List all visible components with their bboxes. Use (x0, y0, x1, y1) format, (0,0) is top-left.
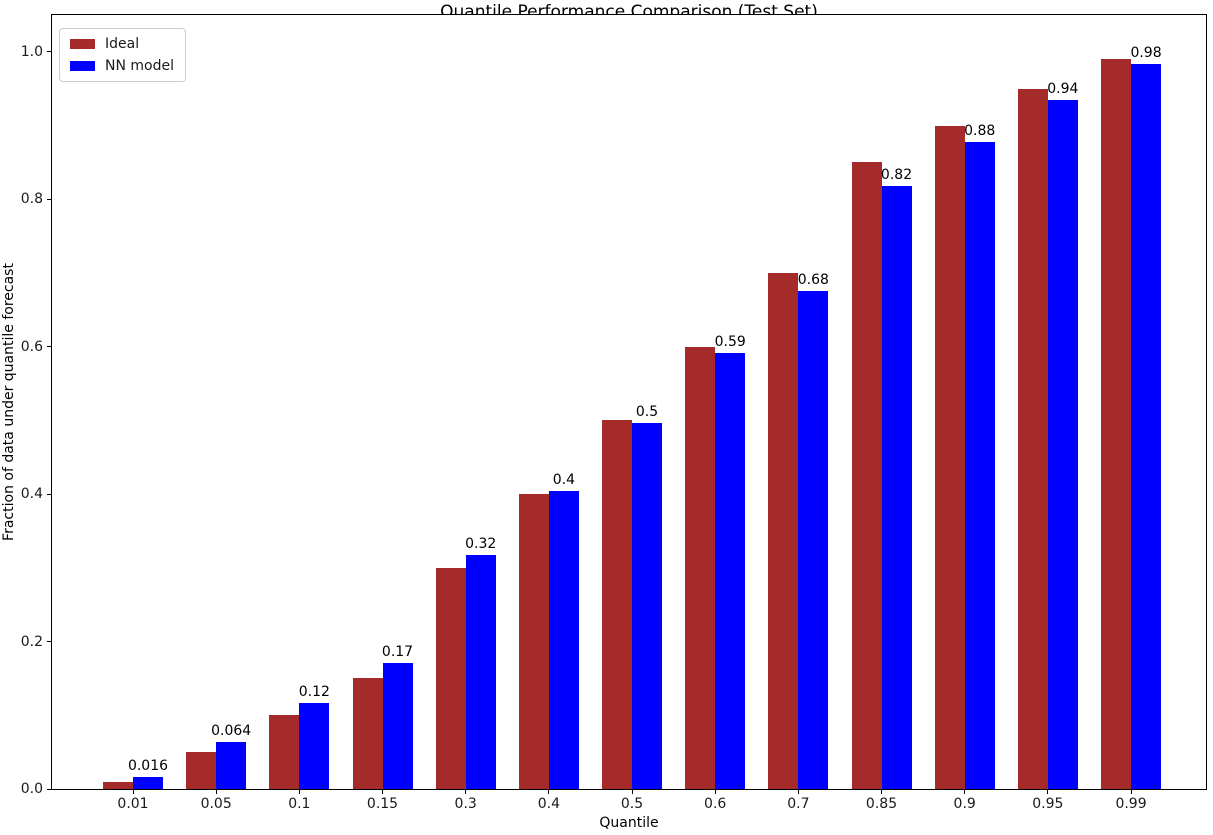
bar-nn-model-0.99 (1131, 64, 1162, 789)
bar-value-label-0.99: 0.98 (1130, 45, 1162, 62)
bar-nn-model-0.9 (964, 141, 995, 789)
x-tick-mark-0.15 (382, 790, 383, 794)
x-tick-label-0.9: 0.9 (953, 796, 976, 812)
y-tick-label-0.6: 0.6 (20, 338, 43, 355)
bar-value-label-0.5: 0.5 (635, 403, 659, 420)
bar-value-label-0.85: 0.82 (880, 167, 913, 183)
legend-swatch-nn-model (70, 61, 95, 71)
bar-ideal-0.6 (685, 346, 716, 789)
y-tick-mark-0.0 (47, 788, 51, 790)
plot-area: Ideal NN model 0.016 0.01 0.064 0.05 0.12 0.1… (21, 14, 1207, 811)
y-tick-label-1.0: 1.0 (20, 43, 43, 60)
legend-swatch-ideal (70, 39, 95, 49)
bar-value-label-0.3: 0.32 (465, 535, 497, 552)
bar-nn-model-0.95 (1047, 99, 1078, 789)
bar-value-label-0.1: 0.12 (298, 683, 330, 700)
y-tick-label-0.2: 0.2 (20, 633, 43, 650)
x-tick-label-0.99: 0.99 (1115, 796, 1147, 812)
x-tick-mark-0.1 (298, 790, 300, 794)
bar-value-label-0.15: 0.17 (381, 643, 414, 660)
legend-label-nn-model: NN model (105, 58, 174, 74)
x-tick-label-0.15: 0.15 (366, 796, 399, 812)
x-tick-mark-0.01 (132, 790, 134, 794)
y-axis-label: Fraction of data under quantile forecast (1, 263, 17, 541)
bar-nn-model-0.7 (798, 291, 829, 789)
bar-value-label-0.6: 0.59 (714, 333, 746, 350)
bar-nn-model-0.15 (382, 662, 413, 789)
y-tick-label-0.8: 0.8 (20, 191, 43, 208)
x-tick-mark-0.4 (548, 790, 550, 794)
bar-nn-model-0.3 (465, 554, 496, 789)
x-tick-mark-0.99 (1130, 790, 1132, 794)
bar-value-label-0.95: 0.94 (1047, 80, 1079, 97)
bar-ideal-0.3 (435, 567, 466, 789)
x-tick-label-0.3: 0.3 (454, 796, 477, 812)
y-tick-mark-0.4 (47, 493, 51, 495)
y-tick-mark-0.8 (47, 198, 51, 200)
x-tick-label-0.95: 0.95 (1032, 796, 1064, 812)
bar-nn-model-0.85 (881, 186, 912, 789)
bar-ideal-0.15 (352, 678, 383, 789)
bar-ideal-0.05 (186, 752, 217, 789)
bar-nn-model-0.4 (548, 491, 579, 789)
bar-nn-model-0.1 (299, 702, 330, 789)
x-tick-mark-0.9 (964, 790, 966, 794)
bar-ideal-0.85 (851, 162, 882, 789)
bar-ideal-0.1 (269, 715, 300, 789)
x-axis-label: Quantile (599, 815, 659, 831)
bar-nn-model-0.6 (715, 352, 746, 789)
x-tick-mark-0.6 (714, 790, 716, 794)
x-tick-label-0.5: 0.5 (620, 796, 644, 812)
legend-label-ideal: Ideal (105, 36, 140, 52)
x-tick-mark-0.3 (465, 790, 467, 794)
y-tick-label-0.4: 0.4 (20, 486, 43, 503)
x-tick-label-0.7: 0.7 (787, 796, 810, 812)
x-tick-mark-0.85 (881, 790, 883, 794)
x-tick-label-0.05: 0.05 (200, 796, 232, 812)
x-tick-mark-0.95 (1047, 790, 1049, 794)
legend: Ideal NN model (59, 28, 186, 82)
bar-ideal-0.7 (768, 273, 799, 789)
bar-value-label-0.01: 0.016 (127, 758, 169, 775)
bar-ideal-0.9 (934, 125, 965, 789)
bar-nn-model-0.01 (133, 777, 163, 789)
bar-ideal-0.95 (1017, 88, 1048, 789)
x-tick-mark-0.5 (631, 790, 633, 794)
y-tick-label-0.0: 0.0 (20, 781, 43, 797)
x-tick-label-0.6: 0.6 (704, 796, 727, 812)
bar-value-label-0.7: 0.68 (797, 272, 829, 289)
bar-value-label-0.05: 0.064 (211, 722, 252, 739)
bar-value-label-0.9: 0.88 (964, 122, 996, 139)
x-tick-label-0.01: 0.01 (117, 796, 149, 812)
x-tick-mark-0.05 (215, 790, 217, 794)
y-tick-mark-1.0 (47, 51, 51, 53)
bar-nn-model-0.5 (632, 422, 663, 789)
x-tick-label-0.85: 0.85 (865, 796, 898, 812)
bar-ideal-0.01 (103, 781, 133, 789)
y-tick-mark-0.2 (47, 641, 51, 643)
legend-item-ideal: Ideal (70, 37, 174, 51)
bar-ideal-0.99 (1101, 59, 1132, 789)
bar-nn-model-0.05 (216, 741, 247, 789)
bar-value-label-0.4: 0.4 (552, 472, 575, 489)
bar-ideal-0.5 (602, 420, 633, 789)
y-tick-mark-0.6 (47, 346, 51, 348)
bar-ideal-0.4 (518, 494, 549, 789)
x-tick-mark-0.7 (797, 790, 799, 794)
x-tick-label-0.1: 0.1 (288, 796, 311, 812)
legend-item-nn-model: NN model (70, 59, 174, 73)
x-tick-label-0.4: 0.4 (537, 796, 560, 812)
